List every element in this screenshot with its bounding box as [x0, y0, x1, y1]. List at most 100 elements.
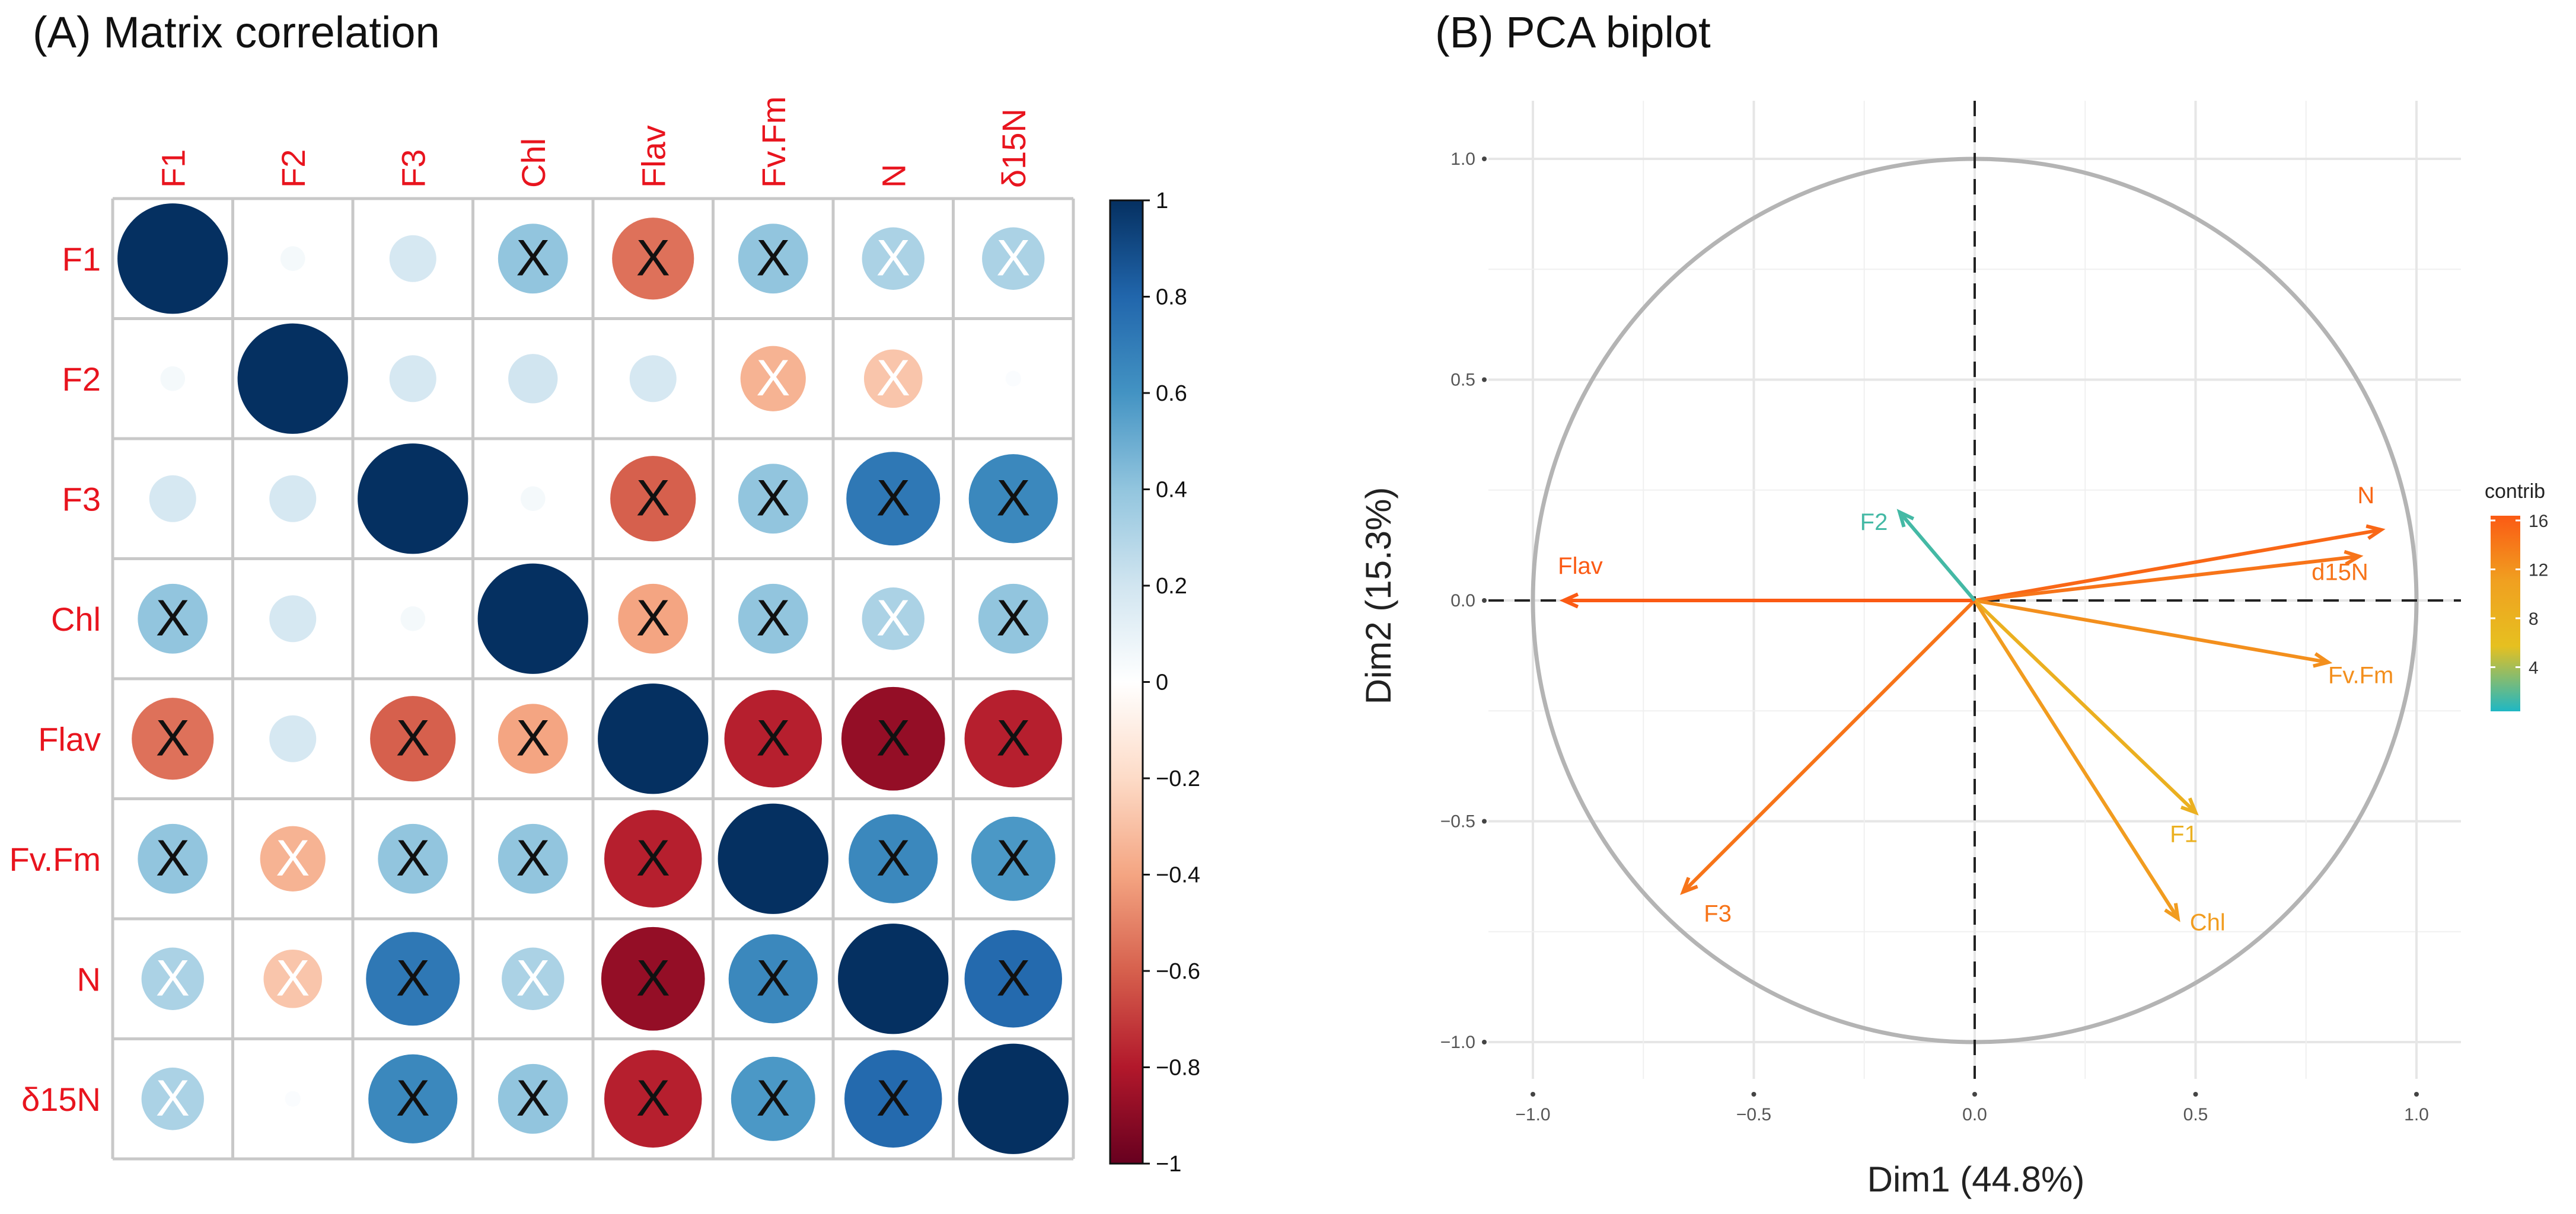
- correlation-circle: [141, 947, 204, 1010]
- non-significant-mark: X: [396, 710, 430, 766]
- non-significant-mark: X: [516, 830, 550, 887]
- column-label: Fv.Fm: [755, 97, 792, 188]
- non-significant-mark: X: [756, 469, 790, 526]
- correlation-circle: [366, 932, 460, 1026]
- non-significant-mark: X: [756, 350, 790, 407]
- column-label: Chl: [515, 138, 552, 188]
- legend-tick-label: 12: [2529, 561, 2548, 580]
- x-tick-label: 0.0: [1962, 1105, 1987, 1124]
- loading-vector: [1973, 599, 2180, 920]
- correlation-grid: [111, 197, 1075, 1161]
- correlation-circle: [598, 683, 709, 794]
- non-significant-mark: X: [876, 830, 910, 887]
- correlation-circle: [728, 934, 818, 1024]
- colorbar-tick-label: 0.4: [1156, 478, 1187, 503]
- correlation-circle: [498, 1063, 568, 1134]
- colorbar-tick-label: −0.8: [1156, 1056, 1200, 1081]
- non-significant-mark: X: [996, 710, 1030, 766]
- row-label: N: [77, 960, 101, 998]
- correlation-circle: [841, 686, 945, 791]
- correlation-circle: [477, 563, 588, 674]
- non-significant-mark: X: [516, 710, 550, 766]
- correlation-circle: [400, 606, 426, 631]
- correlation-circle: [964, 929, 1063, 1028]
- y-tick-label: 1.0: [1450, 149, 1475, 169]
- vector-label: F3: [1704, 901, 1732, 927]
- correlation-circle: [502, 947, 565, 1010]
- column-label: F1: [154, 149, 192, 188]
- correlation-circle: [269, 595, 317, 643]
- colorbar-tick-label: −0.4: [1156, 863, 1200, 888]
- correlation-circle: [604, 1050, 702, 1148]
- vector-arrowhead: [2344, 550, 2364, 566]
- correlation-circle: [138, 583, 208, 654]
- loading-vector: [1898, 511, 1976, 602]
- colorbar-tick-label: −0.6: [1156, 959, 1200, 984]
- vector-label: N: [2357, 483, 2374, 509]
- y-tick-label: −1.0: [1440, 1033, 1475, 1052]
- vector-arrowhead: [1680, 877, 1698, 895]
- non-significant-mark: X: [756, 1070, 790, 1127]
- non-significant-mark: X: [156, 710, 190, 766]
- non-significant-mark: X: [756, 950, 790, 1007]
- contrib-legend: contrib 4 8 12 16: [2485, 480, 2548, 711]
- non-significant-mark: X: [156, 1070, 190, 1127]
- x-tick: [1751, 1092, 1756, 1097]
- non-significant-mark: X: [636, 1070, 670, 1127]
- x-tick-label: −1.0: [1515, 1105, 1550, 1124]
- pca-x-axis-label: Dim1 (44.8%): [1867, 1159, 2085, 1199]
- non-significant-mark: X: [996, 469, 1030, 526]
- colorbar-tick-label: 0.8: [1156, 285, 1187, 310]
- x-tick: [2193, 1092, 2198, 1097]
- x-tick-label: 0.5: [2183, 1105, 2208, 1124]
- correlation-circle: [269, 715, 317, 762]
- non-significant-mark: X: [876, 469, 910, 526]
- non-significant-mark: X: [396, 1070, 430, 1127]
- non-significant-mark: X: [876, 710, 910, 766]
- y-tick-label: −0.5: [1440, 812, 1475, 832]
- correlation-circle: [862, 227, 924, 290]
- correlation-colorbar: 1 0.8 0.6 0.4 0.2 0 −0.2 −0.4 −0.6 −0.8 −1: [1109, 189, 1200, 1177]
- colorbar-tick-label: −0.2: [1156, 766, 1200, 791]
- vector-label: Chl: [2190, 909, 2226, 935]
- colorbar-tick-label: −1: [1156, 1152, 1181, 1177]
- correlation-circle: [718, 803, 828, 914]
- non-significant-mark: X: [876, 350, 910, 407]
- loading-vector: [1974, 554, 2360, 602]
- x-tick: [2414, 1092, 2419, 1097]
- y-tick: [1482, 377, 1487, 382]
- y-tick: [1482, 156, 1487, 161]
- correlation-circle: [844, 1050, 942, 1148]
- correlation-circle: [738, 223, 808, 294]
- column-label: δ15N: [995, 108, 1032, 188]
- correlation-circle: [601, 927, 705, 1031]
- correlation-circle: [731, 1056, 815, 1141]
- correlation-circle: [149, 475, 196, 522]
- vector-label: Flav: [1558, 553, 1603, 579]
- column-label: F3: [394, 149, 432, 188]
- y-tick: [1482, 598, 1487, 603]
- y-tick: [1482, 819, 1487, 824]
- non-significant-mark: X: [156, 950, 190, 1007]
- correlation-circle: [863, 349, 923, 408]
- x-tick: [1972, 1092, 1977, 1097]
- correlation-circle: [117, 203, 228, 314]
- column-label: F2: [275, 149, 312, 188]
- correlation-circle: [498, 223, 568, 294]
- correlation-circle: [982, 227, 1045, 290]
- row-label: F3: [62, 480, 101, 517]
- non-significant-mark: X: [996, 229, 1030, 286]
- y-tick-label: 0.5: [1450, 370, 1475, 390]
- correlation-matrix-title: (A) Matrix correlation: [33, 8, 440, 57]
- non-significant-mark: X: [516, 229, 550, 286]
- non-significant-mark: X: [276, 830, 310, 887]
- non-significant-mark: X: [156, 830, 190, 887]
- vector-arrowhead: [2164, 903, 2180, 922]
- correlation-circle: [958, 1043, 1069, 1154]
- correlation-circle: [280, 246, 305, 271]
- correlation-circle: [508, 354, 558, 404]
